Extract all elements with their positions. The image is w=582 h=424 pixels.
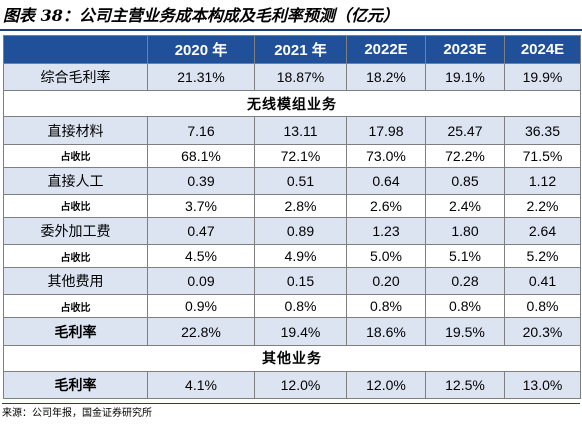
cost-forecast-table: 2020 年 2021 年 2022E 2023E 2024E 综合毛利率 21… — [3, 35, 581, 400]
table-cell: 72.2% — [425, 143, 505, 168]
table-cell: 25.47 — [425, 116, 505, 145]
section-title: 无线模组业务 — [3, 90, 581, 118]
row-label: 委外加工费 — [3, 216, 148, 246]
table-cell: 73.0% — [346, 143, 426, 168]
section-row: 其他业务 — [3, 344, 581, 372]
table-cell: 5.2% — [504, 244, 581, 269]
table-cell: 0.8% — [254, 294, 347, 319]
table-cell: 5.0% — [346, 244, 426, 269]
table-cell: 2.64 — [504, 216, 581, 246]
table-cell: 0.39 — [147, 166, 255, 195]
table-cell: 7.16 — [147, 116, 255, 145]
table-row: 占收比 68.1% 72.1% 73.0% 72.2% 71.5% — [3, 143, 581, 168]
table-cell: 19.9% — [504, 62, 581, 92]
table-cell: 0.15 — [254, 267, 347, 296]
row-label: 占收比 — [3, 193, 148, 218]
table-cell: 4.9% — [254, 244, 347, 269]
table-cell: 0.47 — [147, 216, 255, 246]
table-cell: 2.2% — [504, 193, 581, 218]
section-row: 无线模组业务 — [3, 90, 581, 118]
table-cell: 0.89 — [254, 216, 347, 246]
row-label: 占收比 — [3, 294, 148, 319]
table-cell: 0.41 — [504, 267, 581, 296]
row-label: 其他费用 — [3, 267, 148, 296]
table-cell: 68.1% — [147, 143, 255, 168]
header-cell-2021: 2021 年 — [254, 35, 347, 64]
header-cell-2020: 2020 年 — [147, 35, 255, 64]
table-cell: 5.1% — [425, 244, 505, 269]
table-cell: 12.0% — [346, 370, 426, 400]
table-cell: 20.3% — [504, 317, 581, 346]
table-cell: 2.4% — [425, 193, 505, 218]
header-cell-2022e: 2022E — [346, 35, 426, 64]
table-row: 直接人工 0.39 0.51 0.64 0.85 1.12 — [3, 166, 581, 195]
table-cell: 3.7% — [147, 193, 255, 218]
table-row: 综合毛利率 21.31% 18.87% 18.2% 19.1% 19.9% — [3, 62, 581, 92]
table-cell: 0.8% — [346, 294, 426, 319]
table-cell: 0.8% — [425, 294, 505, 319]
table-cell: 21.31% — [147, 62, 255, 92]
table-cell: 4.1% — [147, 370, 255, 400]
table-caption: 图表 38：公司主营业务成本构成及毛利率预测（亿元） — [0, 0, 582, 31]
table-cell: 0.51 — [254, 166, 347, 195]
table-cell: 72.1% — [254, 143, 347, 168]
table-row: 毛利率 4.1% 12.0% 12.0% 12.5% 13.0% — [3, 370, 581, 400]
header-cell-label — [3, 35, 148, 64]
table-cell: 12.5% — [425, 370, 505, 400]
table-cell: 13.0% — [504, 370, 581, 400]
table-cell: 2.8% — [254, 193, 347, 218]
table-row: 毛利率 22.8% 19.4% 18.6% 19.5% 20.3% — [3, 317, 581, 346]
table-cell: 1.80 — [425, 216, 505, 246]
table-cell: 19.4% — [254, 317, 347, 346]
table-cell: 0.9% — [147, 294, 255, 319]
header-cell-2024e: 2024E — [504, 35, 581, 64]
table-row: 占收比 4.5% 4.9% 5.0% 5.1% 5.2% — [3, 244, 581, 269]
row-label: 综合毛利率 — [3, 62, 148, 92]
row-label: 直接材料 — [3, 116, 148, 145]
table-row: 占收比 3.7% 2.8% 2.6% 2.4% 2.2% — [3, 193, 581, 218]
section-title: 其他业务 — [3, 344, 581, 372]
table-cell: 2.6% — [346, 193, 426, 218]
source-note: 来源：公司年报，国金证券研究所 — [2, 403, 580, 424]
table-cell: 18.87% — [254, 62, 347, 92]
table-cell: 0.8% — [504, 294, 581, 319]
table-cell: 36.35 — [504, 116, 581, 145]
table-cell: 22.8% — [147, 317, 255, 346]
table-cell: 0.28 — [425, 267, 505, 296]
row-label: 占收比 — [3, 244, 148, 269]
table-cell: 71.5% — [504, 143, 581, 168]
table-cell: 19.5% — [425, 317, 505, 346]
table-cell: 0.20 — [346, 267, 426, 296]
table-cell: 0.64 — [346, 166, 426, 195]
table-cell: 1.23 — [346, 216, 426, 246]
table-row: 占收比 0.9% 0.8% 0.8% 0.8% 0.8% — [3, 294, 581, 319]
table-cell: 17.98 — [346, 116, 426, 145]
table-cell: 0.85 — [425, 166, 505, 195]
table-cell: 12.0% — [254, 370, 347, 400]
table-cell: 13.11 — [254, 116, 347, 145]
table-row: 其他费用 0.09 0.15 0.20 0.28 0.41 — [3, 267, 581, 296]
row-label: 毛利率 — [3, 370, 148, 400]
row-label: 占收比 — [3, 143, 148, 168]
table-cell: 18.6% — [346, 317, 426, 346]
table-row: 委外加工费 0.47 0.89 1.23 1.80 2.64 — [3, 216, 581, 246]
header-row: 2020 年 2021 年 2022E 2023E 2024E — [3, 35, 581, 64]
table-cell: 19.1% — [425, 62, 505, 92]
row-label: 毛利率 — [3, 317, 148, 346]
table-row: 直接材料 7.16 13.11 17.98 25.47 36.35 — [3, 116, 581, 145]
table-cell: 0.09 — [147, 267, 255, 296]
header-cell-2023e: 2023E — [425, 35, 505, 64]
table-cell: 1.12 — [504, 166, 581, 195]
table-cell: 18.2% — [346, 62, 426, 92]
row-label: 直接人工 — [3, 166, 148, 195]
table-cell: 4.5% — [147, 244, 255, 269]
